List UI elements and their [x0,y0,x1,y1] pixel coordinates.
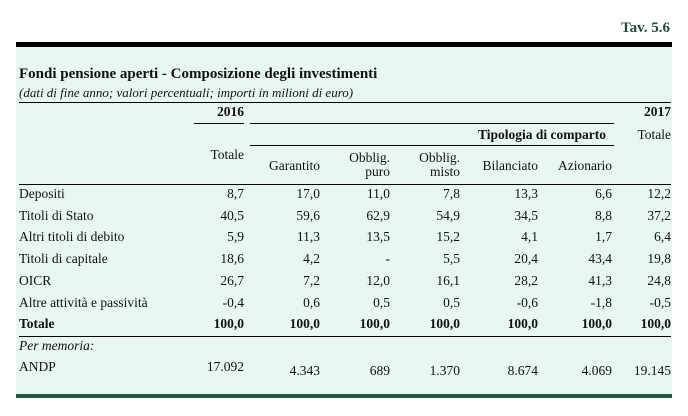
cell: 0,5 [373,294,390,310]
total-rule [19,336,671,337]
cell: 11,3 [296,229,320,245]
row-label: ANDP [19,359,56,374]
table-row: OICR 26,7 7,2 12,0 16,1 28,2 41,3 24,8 [19,273,671,293]
cell: 17.092 [206,359,244,374]
table-title: Fondi pensione aperti - Composizione deg… [19,66,378,82]
cell: 5,9 [227,229,244,245]
table-number: Tav. 5.6 [620,20,670,36]
cell: 4.069 [581,363,612,378]
cell: 59,6 [296,207,320,223]
cell: 7,2 [303,272,320,288]
cell: 34,5 [514,207,538,223]
table-row: Titoli di capitale 18,6 4,2 - 5,5 20,4 43,4 19,… [19,251,671,271]
cell: 8,7 [227,186,244,201]
cell: 18,6 [220,251,244,267]
table-row: Depositi 8,7 17,0 11,0 7,8 13,3 6,6 12,2 [19,186,671,206]
cell: 20,4 [514,251,538,267]
cell: 16,1 [436,272,460,288]
cell: 11,0 [366,186,390,201]
cell: 62,9 [366,207,390,223]
cell: 4.343 [289,363,320,378]
row-label: Altre attività e passività [19,294,148,310]
row-label: Depositi [19,186,65,201]
cell: -0,6 [516,294,538,310]
cell: 17,0 [296,186,320,201]
cell: 19,8 [647,251,671,267]
cell: 8.674 [507,363,538,378]
table-row: Altri titoli di debito 5,9 11,3 13,5 15,2 4,1… [19,229,671,249]
col-garantito: Garantito [269,158,320,173]
cell: 13,5 [366,229,390,245]
group-header: Tipologia di comparto [477,127,606,142]
col-azionario: Azionario [558,158,612,173]
cell: 8,8 [595,207,612,223]
cell: 1,7 [595,229,612,245]
cell: -1,8 [590,294,612,310]
total-2016-header: Totale [210,147,244,162]
cell: 4,1 [521,229,538,245]
body-rule [19,184,671,185]
row-label: Titoli di capitale [19,251,108,267]
total-2017-header: Totale [637,127,671,142]
cell: 0,6 [303,294,320,310]
cell: 1.370 [429,363,460,378]
cell: 26,7 [220,272,244,288]
row-label: Altri titoli di debito [19,229,125,245]
cell: 100,0 [213,316,244,332]
group-rule [250,145,614,146]
cell: 689 [369,363,390,378]
cell: 15,2 [436,229,460,245]
cell: 19.145 [633,363,671,378]
cell: -0,4 [222,294,244,310]
cell: 0,5 [443,294,460,310]
col-obblig-misto: Obblig. misto [419,150,460,179]
cell: 6,6 [595,186,612,201]
row-label: Titoli di Stato [19,207,94,223]
cell: 12,2 [647,186,671,201]
cell: 54,9 [436,207,460,223]
year-2016: 2016 [217,104,244,119]
cell: 4,2 [303,251,320,267]
row-label: Totale [19,316,55,332]
cell: 43,4 [588,251,612,267]
table-row: Titoli di Stato 40,5 59,6 62,9 54,9 34,5 8,8 37… [19,208,671,228]
cell: 37,2 [647,207,671,223]
cell: 28,2 [514,272,538,288]
bottom-rule [16,394,672,398]
cell: -0,5 [649,294,671,310]
cell: 7,8 [443,186,460,201]
table-subtitle: (dati di fine anno; valori percentuali; … [19,85,354,100]
header-rule [19,102,671,103]
cell: 100,0 [429,316,460,332]
cell: 100,0 [581,316,612,332]
andp-row: ANDP 17.092 4.343 689 1.370 8.674 4.069 … [19,359,671,380]
cell: 100,0 [640,316,671,332]
col-bilanciato: Bilanciato [482,158,538,173]
year-rule [194,123,244,124]
table-row: Altre attività e passività -0,4 0,6 0,5 0,5 -… [19,295,671,315]
cell: 13,3 [514,186,538,201]
cell: 5,5 [443,251,460,267]
top-rule [16,42,672,47]
cell: 100,0 [359,316,390,332]
year-2017: 2017 [644,104,671,119]
cell: 12,0 [366,272,390,288]
col-obblig-puro: Obblig. puro [349,150,390,179]
cell: 100,0 [289,316,320,332]
year-rule [250,123,614,124]
cell: 24,8 [647,272,671,288]
cell: 6,4 [654,229,671,245]
cell: - [385,251,391,267]
row-label: OICR [19,272,52,288]
table-row: Totale 100,0 100,0 100,0 100,0 100,0 100,0 100,… [19,316,671,336]
memo-label: Per memoria: [19,338,95,353]
cell: 41,3 [588,272,612,288]
table-panel [16,47,672,395]
cell: 40,5 [220,207,244,223]
cell: 100,0 [507,316,538,332]
